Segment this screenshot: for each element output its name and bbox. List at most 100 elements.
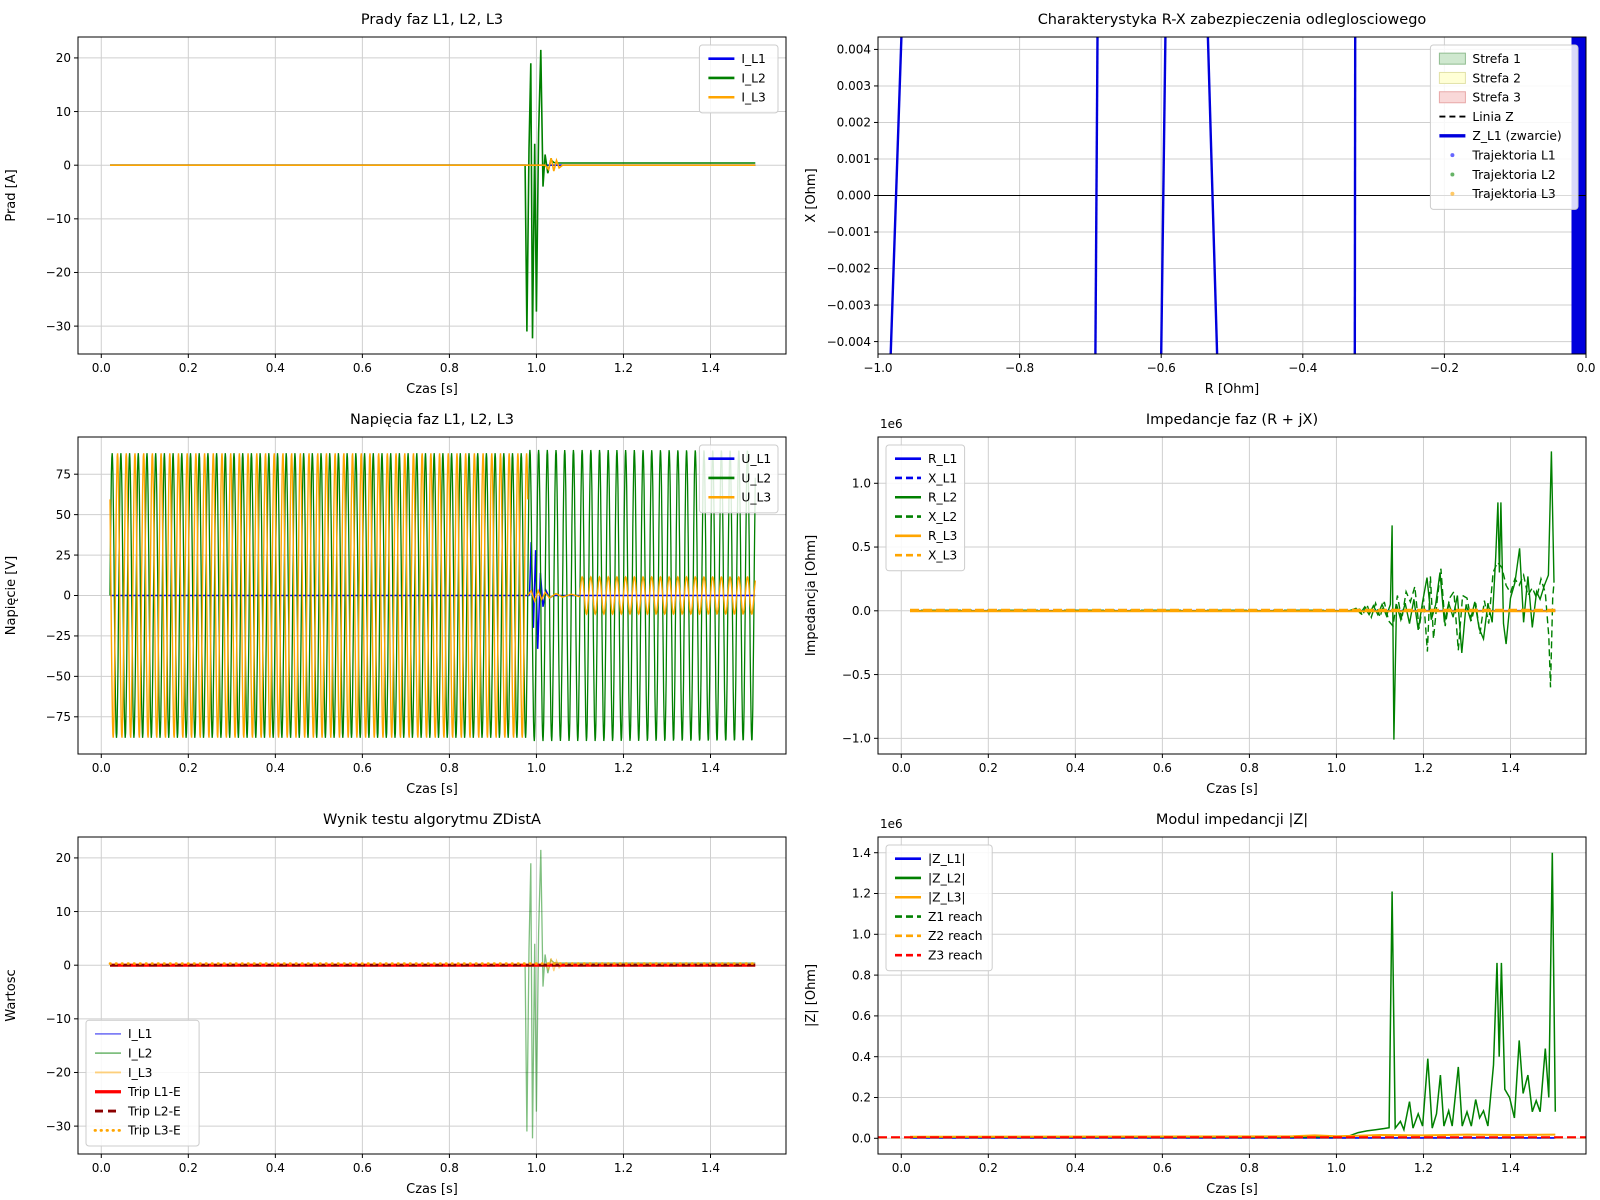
rx-legend-label: Z_L1 (zwarcie) xyxy=(1472,129,1561,143)
impedances-grid xyxy=(878,437,1586,754)
rx-legend-label: Trajektoria L1 xyxy=(1471,148,1555,162)
voltages-legend-label: U_L2 xyxy=(741,471,771,485)
voltages-ytick: −75 xyxy=(46,710,71,724)
zdista-xtick: 1.2 xyxy=(614,1161,633,1175)
zmod-ylabel: |Z| [Ohm] xyxy=(804,964,819,1027)
zdista-series-I_L2 xyxy=(110,849,756,1139)
rx-ytick: −0.001 xyxy=(827,225,871,239)
zdista-legend-label: Trip L1-E xyxy=(127,1085,181,1099)
voltages-xtick: 1.0 xyxy=(527,761,546,775)
currents-xtick: 0.4 xyxy=(266,361,285,375)
rx-legend-label: Strefa 1 xyxy=(1472,52,1521,66)
voltages-ytick: 50 xyxy=(56,508,71,522)
impedances-series-X_L2 xyxy=(910,560,1555,688)
rx-ytick: 0.003 xyxy=(837,79,871,93)
zmod-title: Modul impedancji |Z| xyxy=(1156,812,1308,828)
currents-xtick: 0.2 xyxy=(179,361,198,375)
rx-xtick: 0.0 xyxy=(1576,361,1595,375)
currents-xtick: 1.0 xyxy=(527,361,546,375)
zdista-xlabel: Czas [s] xyxy=(406,1182,458,1197)
zmod-xtick: 0.2 xyxy=(979,1161,998,1175)
currents-legend-label: I_L1 xyxy=(741,52,765,66)
voltages-ytick: 0 xyxy=(63,589,71,603)
zmod-xtick: 1.2 xyxy=(1414,1161,1433,1175)
currents-ytick: 20 xyxy=(56,51,71,65)
impedances-ytick: −0.5 xyxy=(842,668,871,682)
rx-series-zwarcie-3 xyxy=(1160,37,1167,354)
zdista-title: Wynik testu algorytmu ZDistA xyxy=(323,812,541,828)
voltages-ytick: 75 xyxy=(56,467,71,481)
impedances-ytick: 0.0 xyxy=(852,604,871,618)
impedances-ytick: −1.0 xyxy=(842,732,871,746)
rx-series-zwarcie-1 xyxy=(889,37,903,354)
zmod-xtick: 0.4 xyxy=(1066,1161,1085,1175)
zmod-offset-text: 1e6 xyxy=(880,817,903,831)
currents-frame xyxy=(77,36,787,355)
voltages-legend-label: U_L1 xyxy=(741,452,771,466)
currents-series-I_L3 xyxy=(110,157,756,172)
impedances-xlabel: Czas [s] xyxy=(1206,782,1258,797)
rx-legend: Strefa 1 Strefa 2 Strefa 3 Linia Z Z_L1 (zwa… xyxy=(1429,44,1579,210)
rx-ytick: −0.004 xyxy=(827,335,871,349)
zdista-legend: I_L1 I_L2 I_L3 Trip L1-E Trip L2-E Trip L3-E xyxy=(85,1019,200,1147)
rx-ytick: 0.001 xyxy=(837,152,871,166)
zdista-xtick: 0.4 xyxy=(266,1161,285,1175)
zmod-ytick: 0.2 xyxy=(852,1091,871,1105)
impedances-legend-label: R_L3 xyxy=(928,529,957,543)
currents-title: Prady faz L1, L2, L3 xyxy=(361,12,503,28)
zdista-legend-label: I_L3 xyxy=(128,1066,152,1080)
rx-series-zwarcie-4 xyxy=(1206,37,1219,354)
zdista-legend-label: Trip L2-E xyxy=(127,1104,181,1118)
currents-xtick: 1.2 xyxy=(614,361,633,375)
zmod-legend-label: |Z_L2| xyxy=(928,871,966,886)
voltages-xtick: 0.6 xyxy=(353,761,372,775)
currents-xtick: 0.6 xyxy=(353,361,372,375)
zmod-xtick: 0.6 xyxy=(1153,1161,1172,1175)
chart-voltages: 0.0 0.2 0.4 0.6 0.8 1.0 1.2 1.4 75 50 25 0 −25 −50 −75… xyxy=(4,412,787,797)
zdista-xtick: 0.8 xyxy=(440,1161,459,1175)
rx-legend-label: Trajektoria L3 xyxy=(1471,187,1555,201)
rx-xtick: −1.0 xyxy=(863,361,892,375)
zdista-ytick: 20 xyxy=(56,851,71,865)
impedances-xtick: 0.6 xyxy=(1153,761,1172,775)
chart-rx-characteristic: −1.0 −0.8 −0.6 −0.4 −0.2 0.0 0.004 0.003 0.002 0.… xyxy=(804,12,1596,397)
voltages-xtick: 0.2 xyxy=(179,761,198,775)
zdista-legend-label: I_L2 xyxy=(128,1046,152,1060)
zdista-frame xyxy=(77,836,787,1155)
zmod-ytick: 0.6 xyxy=(852,1009,871,1023)
zdista-ytick: 0 xyxy=(63,958,71,972)
impedances-xtick: 0.0 xyxy=(892,761,911,775)
currents-ylabel: Prad [A] xyxy=(4,169,19,221)
currents-legend-label: I_L2 xyxy=(741,71,765,85)
rx-ytick: −0.003 xyxy=(827,298,871,312)
zmod-ytick: 0.0 xyxy=(852,1131,871,1145)
zmod-ytick: 1.0 xyxy=(852,928,871,942)
voltages-series-U_L2 xyxy=(109,449,756,742)
currents-xtick: 0.8 xyxy=(440,361,459,375)
voltages-ytick: 25 xyxy=(56,548,71,562)
voltages-title: Napięcia faz L1, L2, L3 xyxy=(350,412,514,428)
currents-xlabel: Czas [s] xyxy=(406,382,458,397)
impedances-xtick: 0.2 xyxy=(979,761,998,775)
rx-ytick: 0.002 xyxy=(837,116,871,130)
impedances-xtick: 1.2 xyxy=(1414,761,1433,775)
zmod-xtick: 0.0 xyxy=(892,1161,911,1175)
voltages-ylabel: Napięcie [V] xyxy=(4,556,19,635)
zmod-legend-label: Z2 reach xyxy=(928,929,983,943)
zdista-legend-label: I_L1 xyxy=(128,1027,152,1041)
zdista-ylabel: Wartosc xyxy=(4,969,19,1021)
rx-xlabel: R [Ohm] xyxy=(1205,382,1259,397)
currents-series-I_L2 xyxy=(110,49,756,339)
impedances-ytick: 1.0 xyxy=(852,476,871,490)
zmod-xtick: 1.0 xyxy=(1327,1161,1346,1175)
impedances-xtick: 0.4 xyxy=(1066,761,1085,775)
rx-ylabel: X [Ohm] xyxy=(804,168,819,222)
zdista-ytick: −30 xyxy=(46,1119,71,1133)
chart-impedances: 0.0 0.2 0.4 0.6 0.8 1.0 1.2 1.4 1.0 0.5 0.0 −0.5 −1.… xyxy=(804,412,1587,797)
chart-zdista-result: 0.0 0.2 0.4 0.6 0.8 1.0 1.2 1.4 20 10 0 −10 −20 −30 Wy… xyxy=(4,812,787,1197)
currents-xtick: 0.0 xyxy=(92,361,111,375)
voltages-legend-label: U_L3 xyxy=(741,491,771,505)
currents-ytick: 0 xyxy=(63,158,71,172)
zmod-xtick: 1.4 xyxy=(1501,1161,1520,1175)
